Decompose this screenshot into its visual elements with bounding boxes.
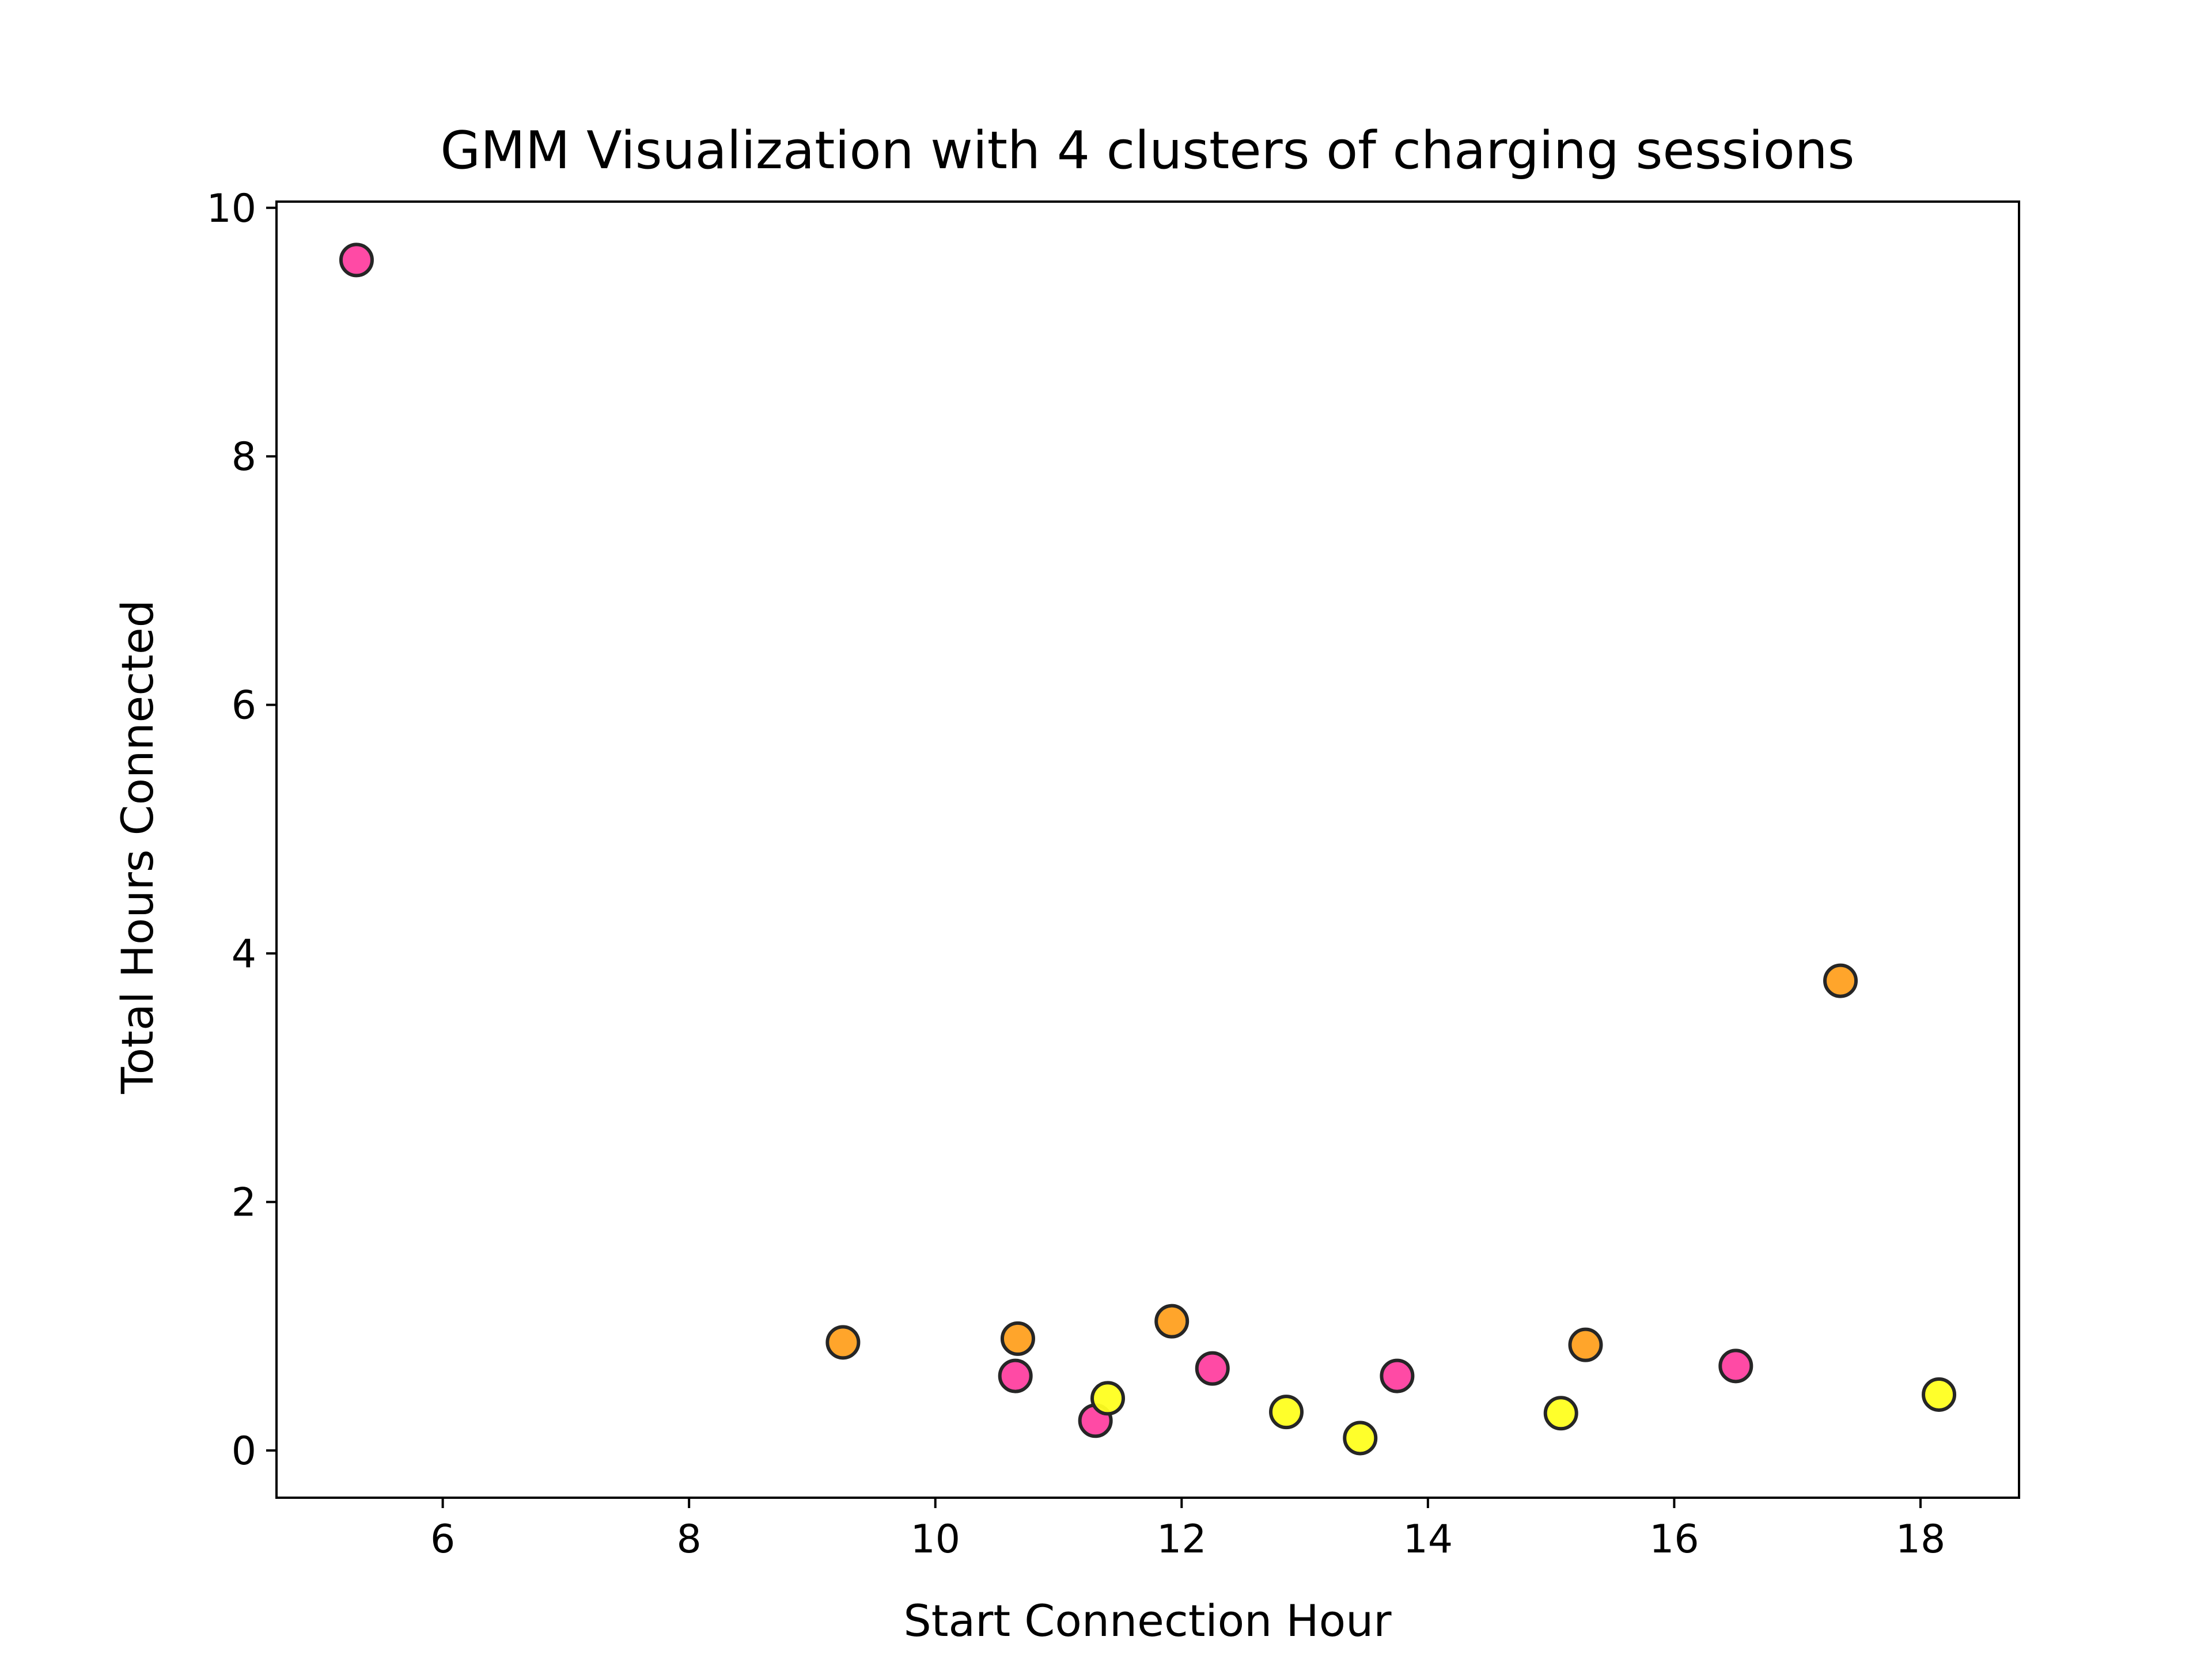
x-tick-label: 16: [1649, 1517, 1699, 1562]
data-point: [1823, 963, 1858, 998]
data-point: [1718, 1349, 1753, 1384]
plot-area: 6 8 10 12 14 16 18 0 2 4 6 8 10: [206, 186, 2020, 1562]
x-tick-label: 6: [430, 1517, 455, 1562]
x-tick-label: 10: [910, 1517, 960, 1562]
data-point: [1922, 1377, 1957, 1412]
x-tick-label: 14: [1403, 1517, 1453, 1562]
data-point: [1543, 1396, 1578, 1431]
y-tick-label: 0: [232, 1429, 256, 1474]
data-point: [1195, 1351, 1230, 1386]
data-point: [1343, 1421, 1378, 1456]
y-axis-label: Total Hours Connected: [112, 600, 163, 1094]
y-tick-label: 4: [232, 931, 256, 977]
data-point: [339, 243, 374, 278]
x-axis-label: Start Connection Hour: [903, 1595, 1392, 1646]
y-tick-label: 6: [232, 683, 256, 729]
data-point: [1090, 1381, 1126, 1416]
data-point: [1269, 1395, 1304, 1430]
y-tick-label: 10: [206, 186, 256, 232]
data-point: [1380, 1358, 1415, 1393]
data-point: [1000, 1321, 1035, 1356]
axes-frame: [275, 200, 2020, 1499]
data-point: [1568, 1327, 1603, 1362]
data-point: [1154, 1304, 1190, 1339]
x-tick-label: 18: [1896, 1517, 1946, 1562]
y-tick-label: 2: [232, 1180, 256, 1226]
data-point: [998, 1358, 1033, 1393]
chart-title: GMM Visualization with 4 clusters of cha…: [440, 120, 1854, 181]
data-point: [825, 1325, 861, 1360]
x-tick-label: 8: [677, 1517, 702, 1562]
y-tick-label: 8: [232, 434, 256, 480]
x-tick-label: 12: [1157, 1517, 1207, 1562]
